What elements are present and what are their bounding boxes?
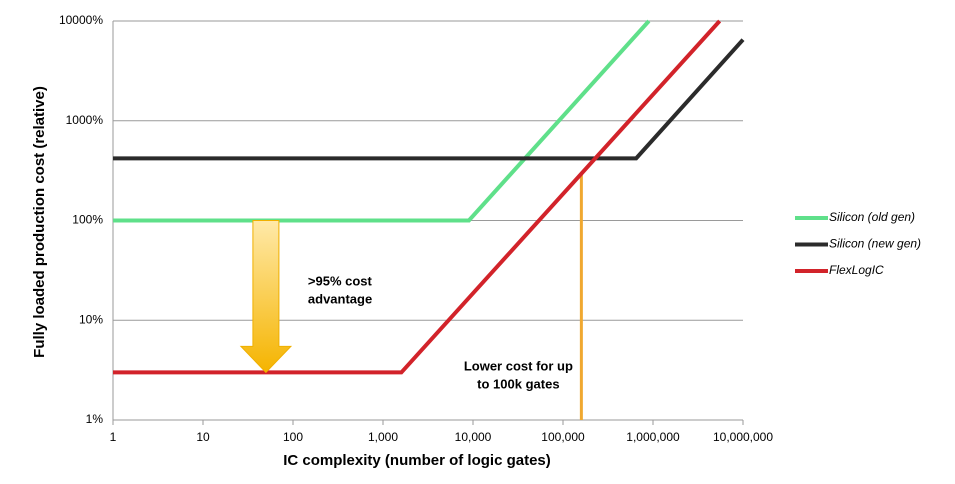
x-tick-label: 10: [196, 430, 210, 444]
legend-label: FlexLogIC: [829, 263, 884, 277]
legend-label: Silicon (old gen): [829, 210, 915, 224]
annotation-text: advantage: [308, 291, 372, 306]
y-tick-label: 100%: [72, 213, 103, 227]
annotation-text: Lower cost for up: [464, 358, 573, 373]
annotation-text: to 100k gates: [477, 376, 559, 391]
y-tick-label: 10000%: [59, 13, 103, 27]
series-line: [113, 19, 651, 223]
y-tick-label: 1%: [86, 412, 104, 426]
series-line: [113, 38, 745, 161]
x-tick-label: 100,000: [541, 430, 585, 444]
x-tick-label: 1: [110, 430, 117, 444]
x-tick-label: 100: [283, 430, 303, 444]
x-axis-title: IC complexity (number of logic gates): [283, 452, 551, 469]
x-tick-label: 1,000: [368, 430, 398, 444]
y-tick-label: 10%: [79, 312, 103, 326]
x-tick-label: 10,000,000: [713, 430, 773, 444]
x-tick-label: 10,000: [455, 430, 492, 444]
legend-label: Silicon (new gen): [829, 237, 921, 251]
y-tick-label: 1000%: [66, 113, 104, 127]
annotation-text: >95% cost: [308, 273, 373, 288]
series-line: [113, 19, 722, 375]
y-axis-title: Fully loaded production cost (relative): [31, 86, 48, 358]
x-tick-label: 1,000,000: [626, 430, 680, 444]
arrow: [239, 220, 293, 374]
